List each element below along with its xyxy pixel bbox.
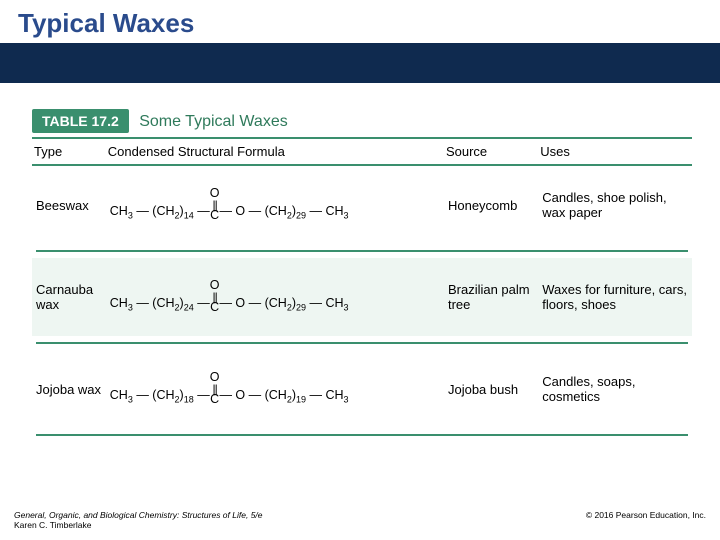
page-title: Typical Waxes	[18, 8, 702, 39]
footer-copyright: © 2016 Pearson Education, Inc.	[586, 510, 706, 530]
table-row: BeeswaxCH3 — (CH2)14 — O||C — O — (CH2)2…	[32, 166, 692, 244]
footer: General, Organic, and Biological Chemist…	[14, 510, 706, 530]
col-header-source: Source	[444, 139, 538, 164]
table-number-badge: TABLE 17.2	[32, 109, 129, 133]
cell-source: Brazilian palm tree	[444, 258, 538, 336]
cell-source: Jojoba bush	[444, 350, 538, 428]
cell-formula: CH3 — (CH2)24 — O||C — O — (CH2)29 — CH3	[106, 258, 444, 336]
wax-table: Type Condensed Structural Formula Source…	[32, 137, 692, 442]
cell-type: Jojoba wax	[32, 350, 106, 428]
cell-formula: CH3 — (CH2)18 — O||C — O — (CH2)19 — CH3	[106, 350, 444, 428]
content-area: TABLE 17.2 Some Typical Waxes Type Conde…	[0, 83, 720, 442]
cell-uses: Candles, soaps, cosmetics	[538, 350, 692, 428]
table-header-row: Type Condensed Structural Formula Source…	[32, 139, 692, 164]
table-row: Jojoba waxCH3 — (CH2)18 — O||C — O — (CH…	[32, 350, 692, 428]
table-caption: Some Typical Waxes	[139, 113, 288, 131]
cell-type: Carnauba wax	[32, 258, 106, 336]
cell-source: Honeycomb	[444, 166, 538, 244]
header-band	[0, 43, 720, 83]
rule-row	[36, 250, 688, 252]
cell-uses: Waxes for furniture, cars, floors, shoes	[538, 258, 692, 336]
col-header-formula: Condensed Structural Formula	[106, 139, 444, 164]
footer-left: General, Organic, and Biological Chemist…	[14, 510, 263, 530]
footer-author: Karen C. Timberlake	[14, 520, 263, 530]
table-row: Carnauba waxCH3 — (CH2)24 — O||C — O — (…	[32, 258, 692, 336]
col-header-uses: Uses	[538, 139, 692, 164]
cell-formula: CH3 — (CH2)14 — O||C — O — (CH2)29 — CH3	[106, 166, 444, 244]
footer-book: General, Organic, and Biological Chemist…	[14, 510, 263, 520]
rule-row	[36, 342, 688, 344]
col-header-type: Type	[32, 139, 106, 164]
table-heading-row: TABLE 17.2 Some Typical Waxes	[32, 109, 700, 133]
cell-type: Beeswax	[32, 166, 106, 244]
rule-row	[36, 434, 688, 436]
title-bar: Typical Waxes	[0, 0, 720, 43]
cell-uses: Candles, shoe polish, wax paper	[538, 166, 692, 244]
